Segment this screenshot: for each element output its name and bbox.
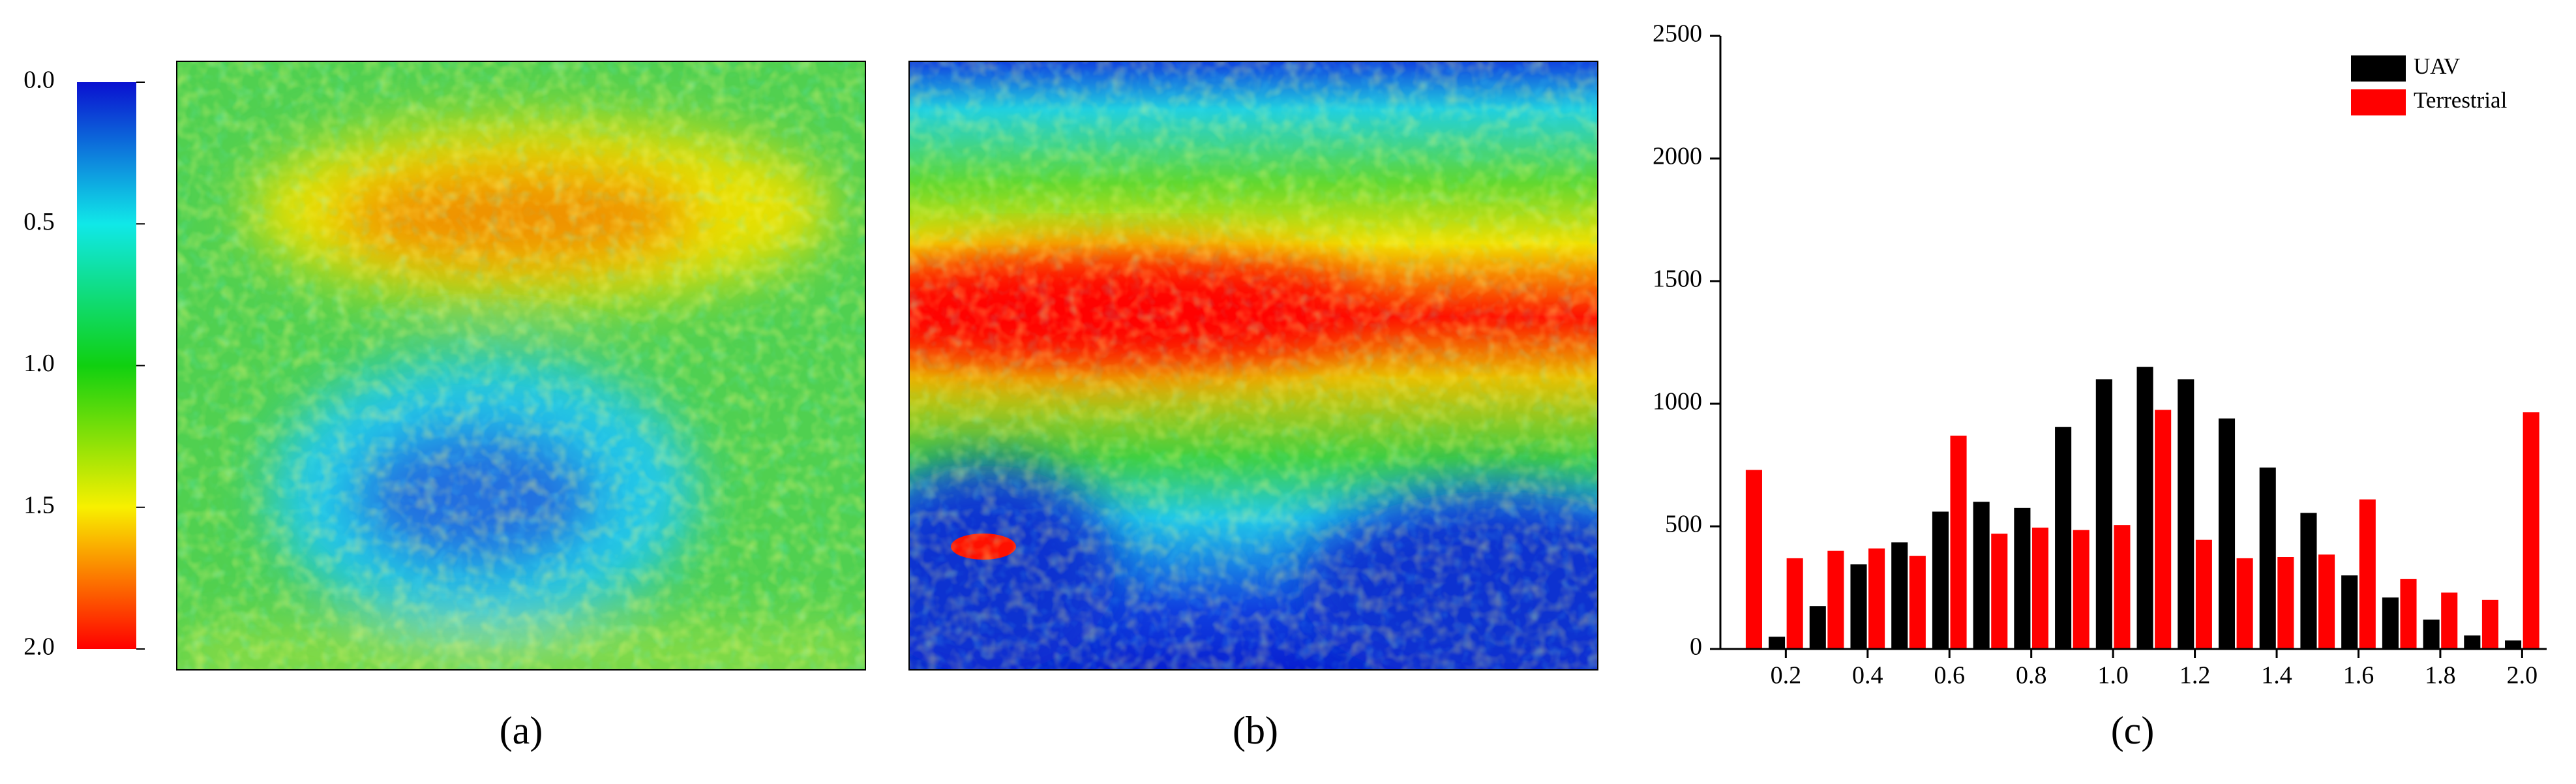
legend-label: UAV: [2414, 53, 2460, 79]
bar: [2055, 427, 2072, 649]
y-tick-label: 500: [1665, 511, 1702, 538]
bar: [2341, 575, 2358, 649]
bar: [2318, 554, 2335, 649]
colorbar: [77, 82, 136, 649]
x-tick-label: 2.0: [2507, 662, 2538, 689]
bar: [1909, 556, 1926, 649]
bar: [1745, 470, 1762, 649]
bar: [2136, 367, 2153, 649]
bar: [2031, 527, 2049, 649]
x-tick-label: 1.0: [2097, 662, 2129, 689]
bar: [1868, 548, 1885, 649]
y-tick-label: 2000: [1653, 143, 1702, 170]
bar: [2155, 410, 2172, 649]
bar: [2441, 592, 2458, 649]
bar: [2359, 499, 2376, 649]
colorbar-tick-label: 2.0: [23, 633, 55, 661]
bar: [1850, 564, 1867, 649]
bar: [1973, 502, 1990, 649]
colorbar-tick-label: 1.0: [23, 350, 55, 377]
x-tick-label: 0.4: [1852, 662, 1883, 689]
bar: [2114, 525, 2131, 649]
bar: [2523, 412, 2539, 649]
bar: [1891, 542, 1908, 649]
bar: [1827, 550, 1844, 649]
bar-chart: 0 500 1000 1500 2000 2500 0.2 0.4 0.6 0.8 1.0 1.2 1.…: [1653, 20, 2547, 689]
bar: [1932, 511, 1949, 649]
bar: [2400, 579, 2417, 649]
bar: [2382, 597, 2399, 649]
colorbar-tick-label: 0.0: [23, 67, 55, 94]
x-tick-label: 1.4: [2261, 662, 2292, 689]
colorbar-tick-label: 1.5: [23, 491, 55, 519]
bar: [2178, 379, 2194, 649]
heatmap-b: [908, 61, 1598, 671]
x-tick-label: 0.8: [2016, 662, 2047, 689]
heatmap-a: [176, 61, 866, 671]
panel-label: (c): [2111, 709, 2155, 752]
bar: [2464, 635, 2481, 649]
bar: [2481, 599, 2498, 649]
legend-swatch: [2351, 89, 2406, 115]
bar: [2218, 418, 2236, 649]
bar: [2095, 379, 2112, 649]
x-tick-label: 1.2: [2179, 662, 2211, 689]
bar: [2195, 539, 2212, 649]
x-tick-label: 0.6: [1934, 662, 1965, 689]
bar: [2277, 557, 2294, 649]
x-tick-label: 1.8: [2425, 662, 2456, 689]
legend-label: Terrestrial: [2414, 87, 2508, 113]
y-tick-label: 1000: [1653, 388, 1702, 415]
panel-label: (b): [1233, 709, 1278, 752]
bar: [2505, 640, 2522, 649]
colorbar-ticks: 0.0 0.5 1.0 1.5 2.0: [23, 67, 145, 661]
colorbar-tick-label: 0.5: [23, 208, 55, 235]
y-tick-label: 0: [1690, 633, 1702, 661]
bar: [2423, 619, 2440, 649]
bar: [2236, 558, 2253, 649]
bar: [1769, 637, 1786, 649]
panel-label: (a): [500, 709, 543, 752]
bar: [1786, 558, 1803, 649]
legend-swatch: [2351, 55, 2406, 82]
y-tick-label: 1500: [1653, 265, 1702, 293]
bar: [2259, 467, 2276, 649]
x-tick-label: 0.2: [1771, 662, 1802, 689]
x-tick-label: 1.6: [2343, 662, 2374, 689]
bar: [1950, 435, 1967, 649]
y-tick-label: 2500: [1653, 20, 1702, 48]
bar: [2073, 530, 2089, 649]
bar: [1991, 534, 2008, 649]
bar: [2014, 507, 2031, 649]
bar: [2300, 513, 2317, 649]
bar: [1809, 606, 1826, 649]
